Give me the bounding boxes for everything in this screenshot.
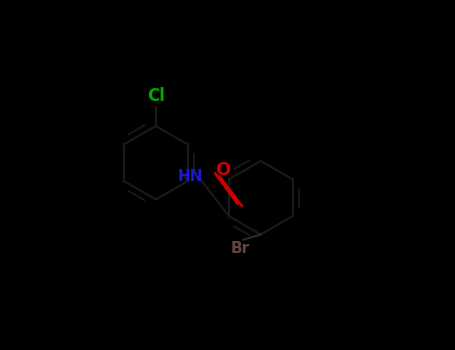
Text: O: O bbox=[215, 161, 230, 179]
Text: HN: HN bbox=[178, 169, 203, 184]
Text: Br: Br bbox=[230, 241, 249, 256]
Text: Cl: Cl bbox=[147, 88, 165, 105]
